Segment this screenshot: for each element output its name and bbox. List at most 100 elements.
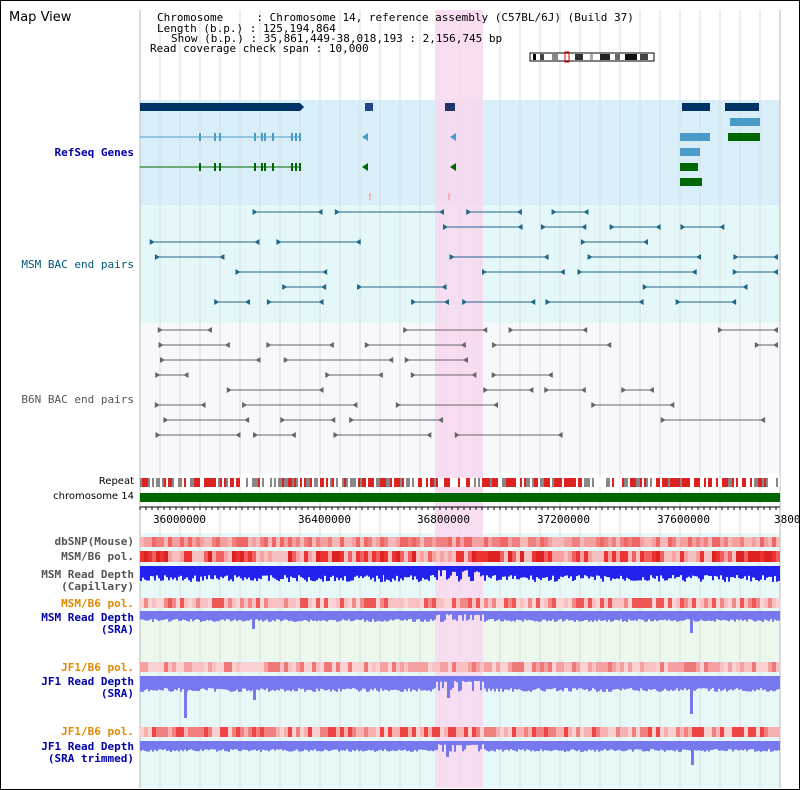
repeat-segment (436, 478, 438, 487)
msm-sra-depth-bar (354, 611, 356, 621)
msm-sra-depth-bar (260, 611, 262, 620)
jf1-trimmed-depth-bar (568, 741, 570, 752)
msm-capillary-depth-bar (664, 566, 666, 581)
msm-pol-sra-heat-cell (328, 598, 332, 608)
b6n-bac-end-marker (669, 402, 675, 408)
jf1-trimmed-depth-bar (308, 741, 310, 752)
msm-sra-depth-bar (210, 611, 212, 621)
jf1-trimmed-depth-bar (384, 741, 386, 750)
jf1-trimmed-depth-bar (270, 741, 272, 750)
jf1-pol-heat-cell (228, 662, 232, 672)
gene-feature (682, 103, 710, 111)
jf1-sra-depth-bar (350, 676, 352, 690)
jf1-trimmed-depth-bar (420, 741, 422, 750)
dbsnp-heat-cell (512, 537, 516, 547)
jf1-pol-trim-heat-cell (520, 727, 524, 737)
repeat-segment (516, 478, 518, 487)
msm-capillary-depth-bar (448, 566, 450, 579)
repeat-segment (326, 478, 328, 487)
dbsnp-heat-cell (420, 537, 424, 547)
msm-capillary-depth-bar (560, 566, 562, 577)
msm-capillary-depth-bar (676, 566, 678, 578)
jf1-trimmed-depth-bar (172, 741, 174, 751)
jf1-sra-depth-bar (232, 676, 234, 692)
repeat-segment (316, 478, 318, 487)
jf1-trimmed-depth-bar (166, 741, 168, 752)
dbsnp-heat-cell (280, 537, 284, 547)
msm-capillary-depth-bar (416, 566, 418, 580)
jf1-sra-depth-bar (166, 676, 168, 689)
msm-pol-sra-heat-cell (164, 598, 168, 608)
msm-sra-depth-bar (572, 611, 574, 621)
msm-capillary-depth-bar (588, 566, 590, 579)
msm-pol-heat-cell (160, 551, 164, 562)
msm-pol-sra-heat-cell (340, 598, 344, 608)
jf1-sra-depth-bar (612, 676, 614, 690)
jf1-trimmed-depth-bar (286, 741, 288, 751)
msm-pol-sra-heat-cell (744, 598, 748, 608)
jf1-trimmed-depth-bar (480, 741, 482, 750)
msm-sra-depth-bar (224, 611, 226, 621)
msm-pol-sra-heat-cell (332, 598, 336, 608)
jf1-sra-depth-bar (634, 676, 636, 691)
dbsnp-heat-cell (640, 537, 644, 547)
repeat-segment (424, 478, 426, 487)
msm-pol-sra-heat-cell (512, 598, 516, 608)
msm-pol-sra-heat-cell (228, 598, 232, 608)
jf1-trimmed-depth-bar (668, 741, 670, 751)
repeat-segment (606, 478, 608, 487)
jf1-sra-depth-bar (430, 676, 432, 692)
dbsnp-heat-cell (388, 537, 392, 547)
msm-capillary-depth-bar (292, 566, 294, 578)
b6n-bac-end-marker (328, 342, 334, 348)
dbsnp-heat-cell (524, 537, 528, 547)
msm-sra-depth-bar (754, 611, 756, 622)
msm-capillary-depth-bar (734, 566, 736, 578)
dbsnp-heat-cell (484, 537, 488, 547)
msm-bac-end-marker (266, 299, 272, 305)
msm-sra-depth-bar (718, 611, 720, 620)
b6n-bac-end-marker (773, 342, 778, 348)
repeat-segment (628, 478, 630, 487)
msm-pol-sra-heat-cell (472, 598, 476, 608)
msm-sra-depth-bar (564, 611, 566, 621)
repeat-segment (528, 478, 530, 487)
repeat-segment (322, 478, 324, 487)
jf1-pol-trim-heat-cell (496, 727, 500, 737)
msm-pol-heat-cell (660, 551, 664, 562)
jf1-trimmed-depth-bar (292, 741, 294, 752)
b6n-bac-end-marker (760, 417, 766, 423)
msm-pol-heat-cell (592, 551, 596, 562)
jf1-pol-heat-cell (376, 662, 380, 672)
repeat-segment (426, 478, 428, 487)
dbsnp-heat-cell (300, 537, 304, 547)
jf1-trimmed-depth-bar (192, 741, 194, 751)
msm-pol-heat-cell (360, 551, 364, 562)
jf1-pol-heat-cell (460, 662, 464, 672)
repeat-segment (728, 478, 730, 487)
msm-pol-heat-cell (544, 551, 548, 562)
msm-capillary-depth-bar (746, 566, 748, 581)
msm-capillary-depth-bar (528, 566, 530, 580)
b6n-bac-end-marker (244, 417, 250, 423)
jf1-pol-heat-cell (676, 662, 680, 672)
jf1-trimmed-depth-bar (462, 741, 464, 752)
msm-pol-sra-heat-cell (272, 598, 276, 608)
repeat-segment (642, 478, 644, 487)
repeat-segment (652, 478, 654, 487)
jf1-pol-heat-cell (324, 662, 328, 672)
repeat-segment (334, 478, 336, 487)
repeat-segment (504, 478, 506, 487)
msm-sra-depth-bar (306, 611, 308, 621)
repeat-segment (478, 478, 480, 487)
msm-capillary-depth-bar (436, 566, 438, 580)
ideogram-band (533, 54, 536, 60)
repeat-segment (532, 478, 534, 487)
repeat-segment (444, 478, 446, 487)
msm-sra-depth-bar (714, 611, 716, 622)
msm-capillary-depth-bar (694, 566, 696, 577)
repeat-segment (420, 478, 422, 487)
msm-capillary-depth-bar (370, 566, 372, 580)
repeat-segment (630, 478, 632, 487)
